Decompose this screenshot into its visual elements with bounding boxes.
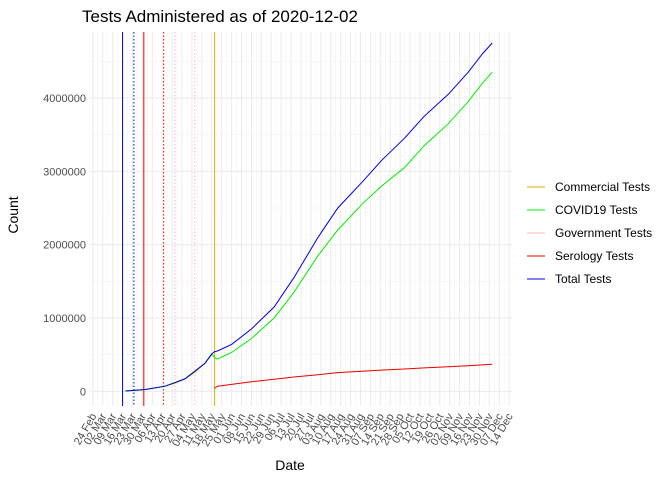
series-line-covid19-tests — [125, 71, 493, 392]
y-tick-label: 2000000 — [43, 240, 86, 252]
x-axis-title: Date — [275, 457, 305, 473]
y-tick-label: 0 — [80, 386, 86, 398]
y-tick-label: 1000000 — [43, 313, 86, 325]
legend-label: Serology Tests — [555, 249, 634, 263]
grid — [90, 32, 512, 406]
y-axis-title: Count — [5, 196, 21, 233]
y-tick-label: 4000000 — [43, 93, 86, 105]
legend-label: Total Tests — [555, 272, 611, 286]
series-lines — [125, 42, 493, 392]
y-tick-label: 3000000 — [43, 166, 86, 178]
y-axis-ticks: 0 1000000 2000000 3000000 4000000 — [43, 93, 86, 398]
series-line-commercial-tests — [125, 354, 213, 392]
series-line-serology-tests — [214, 363, 493, 389]
legend-label: Government Tests — [555, 226, 652, 240]
series-line-total-tests — [125, 42, 493, 392]
chart-title: Tests Administered as of 2020-12-02 — [82, 7, 358, 26]
legend: Commercial Tests COVID19 Tests Government … — [527, 180, 652, 286]
event-lines — [122, 32, 216, 406]
legend-label: COVID19 Tests — [555, 203, 637, 217]
legend-label: Commercial Tests — [555, 180, 650, 194]
